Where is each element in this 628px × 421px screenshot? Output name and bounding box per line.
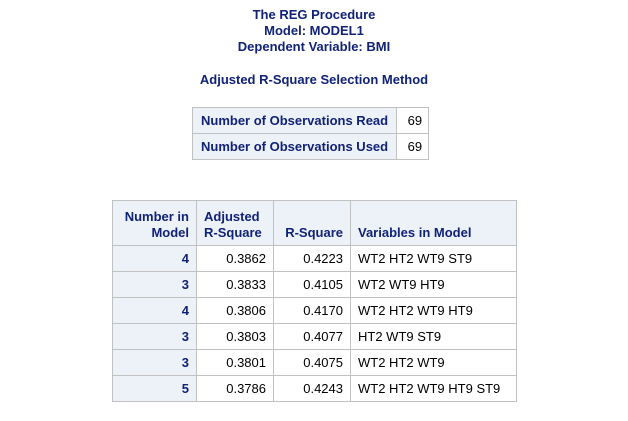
number-in-model-cell: 3: [112, 271, 197, 298]
adjusted-r-square-cell: 0.3803: [196, 323, 274, 350]
r-square-cell: 0.4105: [273, 271, 351, 298]
column-header-r-square: R-Square: [273, 200, 351, 246]
number-in-model-cell: 5: [112, 375, 197, 402]
r-square-cell: 0.4077: [273, 323, 351, 350]
table-row: Number of Observations Used 69: [191, 133, 430, 160]
variables-in-model-cell: WT2 HT2 WT9 HT9: [350, 297, 517, 324]
r-square-cell: 0.4170: [273, 297, 351, 324]
table-row: 4 0.3862 0.4223 WT2 HT2 WT9 ST9: [112, 245, 517, 272]
column-header-number-in-model: Number in Model: [112, 200, 197, 246]
model-title: Model: MODEL1: [264, 23, 364, 38]
procedure-title-block: The REG Procedure Model: MODEL1 Dependen…: [0, 7, 628, 55]
table-row: 3 0.3801 0.4075 WT2 HT2 WT9: [112, 349, 517, 376]
adjusted-r-square-cell: 0.3862: [196, 245, 274, 272]
table-row: 3 0.3833 0.4105 WT2 WT9 HT9: [112, 271, 517, 298]
procedure-title: The REG Procedure: [252, 7, 376, 22]
number-in-model-cell: 3: [112, 323, 197, 350]
variables-in-model-cell: WT2 HT2 WT9: [350, 349, 517, 376]
r-square-cell: 0.4075: [273, 349, 351, 376]
variables-in-model-cell: WT2 WT9 HT9: [350, 271, 517, 298]
selection-method-title: Adjusted R-Square Selection Method: [199, 72, 429, 87]
variables-in-model-cell: WT2 HT2 WT9 ST9: [350, 245, 517, 272]
r-square-cell: 0.4243: [273, 375, 351, 402]
variables-in-model-cell: WT2 HT2 WT9 HT9 ST9: [350, 375, 517, 402]
column-header-adjusted-r-square: Adjusted R-Square: [196, 200, 274, 246]
column-header-variables-in-model: Variables in Model: [350, 200, 517, 246]
observations-table: Number of Observations Read 69 Number of…: [191, 107, 430, 160]
observations-used-label: Number of Observations Used: [191, 133, 398, 160]
observations-read-value: 69: [396, 107, 430, 134]
observations-used-value: 69: [396, 133, 430, 160]
variables-in-model-cell: HT2 WT9 ST9: [350, 323, 517, 350]
number-in-model-cell: 4: [112, 245, 197, 272]
number-in-model-cell: 3: [112, 349, 197, 376]
table-row: 4 0.3806 0.4170 WT2 HT2 WT9 HT9: [112, 297, 517, 324]
adjusted-r-square-cell: 0.3833: [196, 271, 274, 298]
dependent-variable-title: Dependent Variable: BMI: [237, 39, 391, 54]
selection-results-table: Number in Model Adjusted R-Square R-Squa…: [112, 200, 517, 402]
number-in-model-cell: 4: [112, 297, 197, 324]
table-row: 3 0.3803 0.4077 HT2 WT9 ST9: [112, 323, 517, 350]
adjusted-r-square-cell: 0.3806: [196, 297, 274, 324]
table-row: Number of Observations Read 69: [191, 107, 430, 134]
table-row: 5 0.3786 0.4243 WT2 HT2 WT9 HT9 ST9: [112, 375, 517, 402]
table-header-row: Number in Model Adjusted R-Square R-Squa…: [112, 200, 517, 246]
r-square-cell: 0.4223: [273, 245, 351, 272]
observations-read-label: Number of Observations Read: [191, 107, 398, 134]
adjusted-r-square-cell: 0.3801: [196, 349, 274, 376]
adjusted-r-square-cell: 0.3786: [196, 375, 274, 402]
